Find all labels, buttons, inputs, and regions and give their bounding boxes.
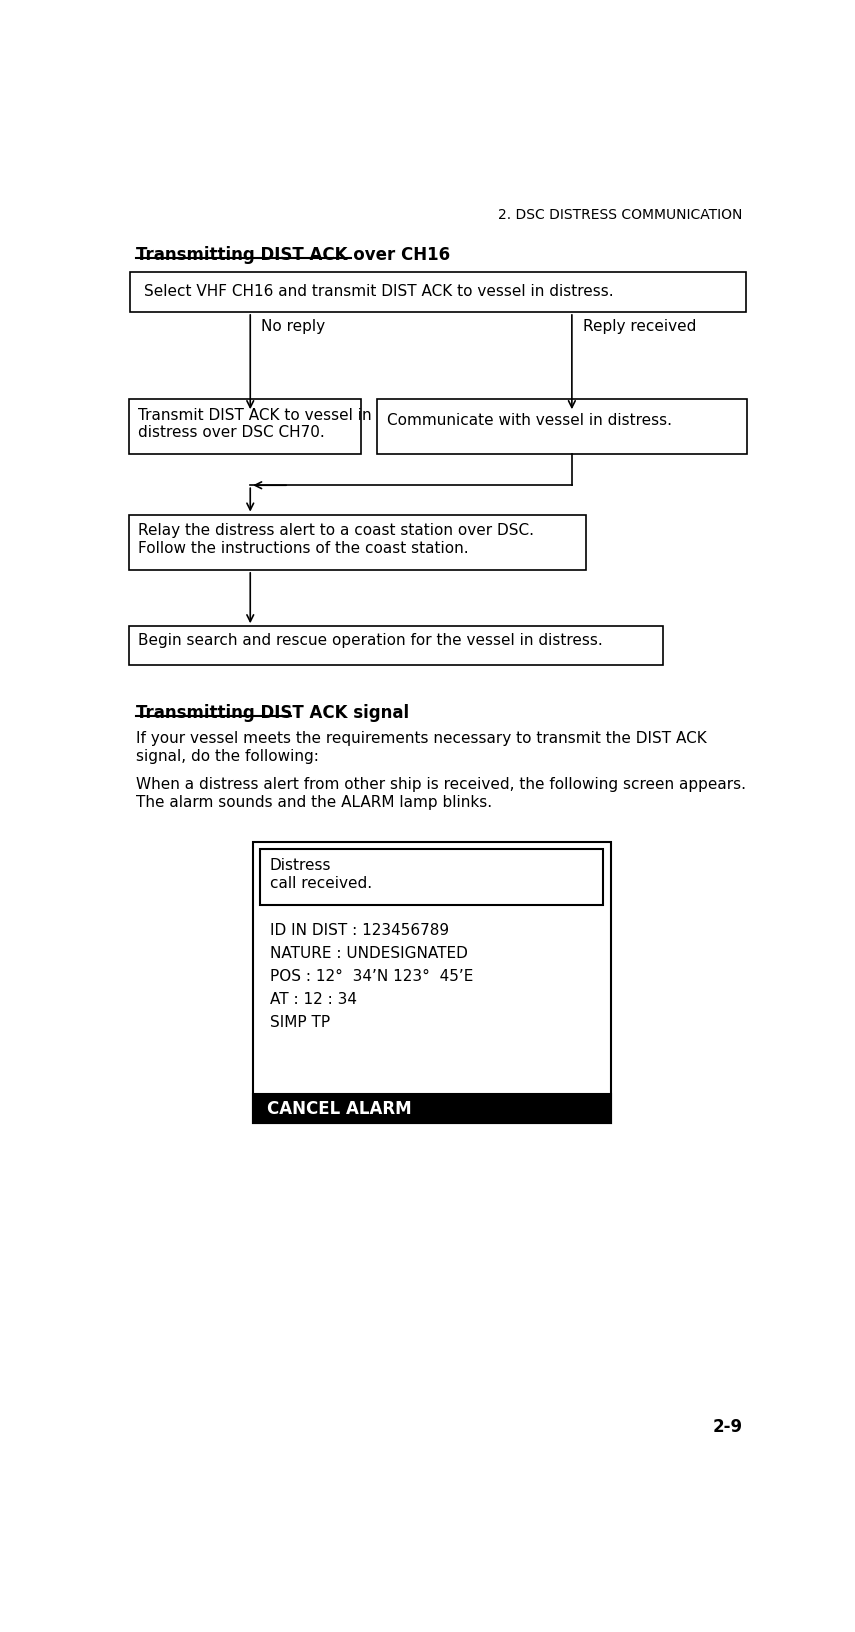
Text: If your vessel meets the requirements necessary to transmit the DIST ACK
signal,: If your vessel meets the requirements ne… xyxy=(136,731,707,764)
Text: Transmit DIST ACK to vessel in
distress over DSC CH70.: Transmit DIST ACK to vessel in distress … xyxy=(138,408,372,441)
Text: POS : 12°  34’N 123°  45’E: POS : 12° 34’N 123° 45’E xyxy=(269,968,473,984)
Text: ID IN DIST : 123456789: ID IN DIST : 123456789 xyxy=(269,922,449,937)
Text: 2-9: 2-9 xyxy=(712,1417,742,1435)
Text: Distress
call received.: Distress call received. xyxy=(269,858,372,889)
Text: No reply: No reply xyxy=(261,318,325,335)
Text: Reply received: Reply received xyxy=(583,318,696,335)
FancyBboxPatch shape xyxy=(128,516,586,571)
Text: Transmitting DIST ACK signal: Transmitting DIST ACK signal xyxy=(136,703,410,721)
FancyBboxPatch shape xyxy=(130,273,746,313)
FancyBboxPatch shape xyxy=(260,850,603,906)
Text: When a distress alert from other ship is received, the following screen appears.: When a distress alert from other ship is… xyxy=(136,777,746,809)
Text: Transmitting DIST ACK over CH16: Transmitting DIST ACK over CH16 xyxy=(136,246,451,264)
Text: Communicate with vessel in distress.: Communicate with vessel in distress. xyxy=(387,413,672,428)
Text: Begin search and rescue operation for the vessel in distress.: Begin search and rescue operation for th… xyxy=(138,632,603,648)
Text: AT : 12 : 34: AT : 12 : 34 xyxy=(269,992,357,1007)
FancyBboxPatch shape xyxy=(376,400,747,455)
Text: CANCEL ALARM: CANCEL ALARM xyxy=(267,1100,411,1118)
Text: Relay the distress alert to a coast station over DSC.
Follow the instructions of: Relay the distress alert to a coast stat… xyxy=(138,522,534,555)
Text: NATURE : UNDESIGNATED: NATURE : UNDESIGNATED xyxy=(269,945,468,960)
FancyBboxPatch shape xyxy=(128,627,663,666)
Text: Select VHF CH16 and transmit DIST ACK to vessel in distress.: Select VHF CH16 and transmit DIST ACK to… xyxy=(144,284,614,299)
FancyBboxPatch shape xyxy=(252,842,610,1123)
Text: SIMP TP: SIMP TP xyxy=(269,1015,330,1030)
FancyBboxPatch shape xyxy=(128,400,361,455)
FancyBboxPatch shape xyxy=(252,1093,610,1123)
Text: 2. DSC DISTRESS COMMUNICATION: 2. DSC DISTRESS COMMUNICATION xyxy=(498,207,742,222)
